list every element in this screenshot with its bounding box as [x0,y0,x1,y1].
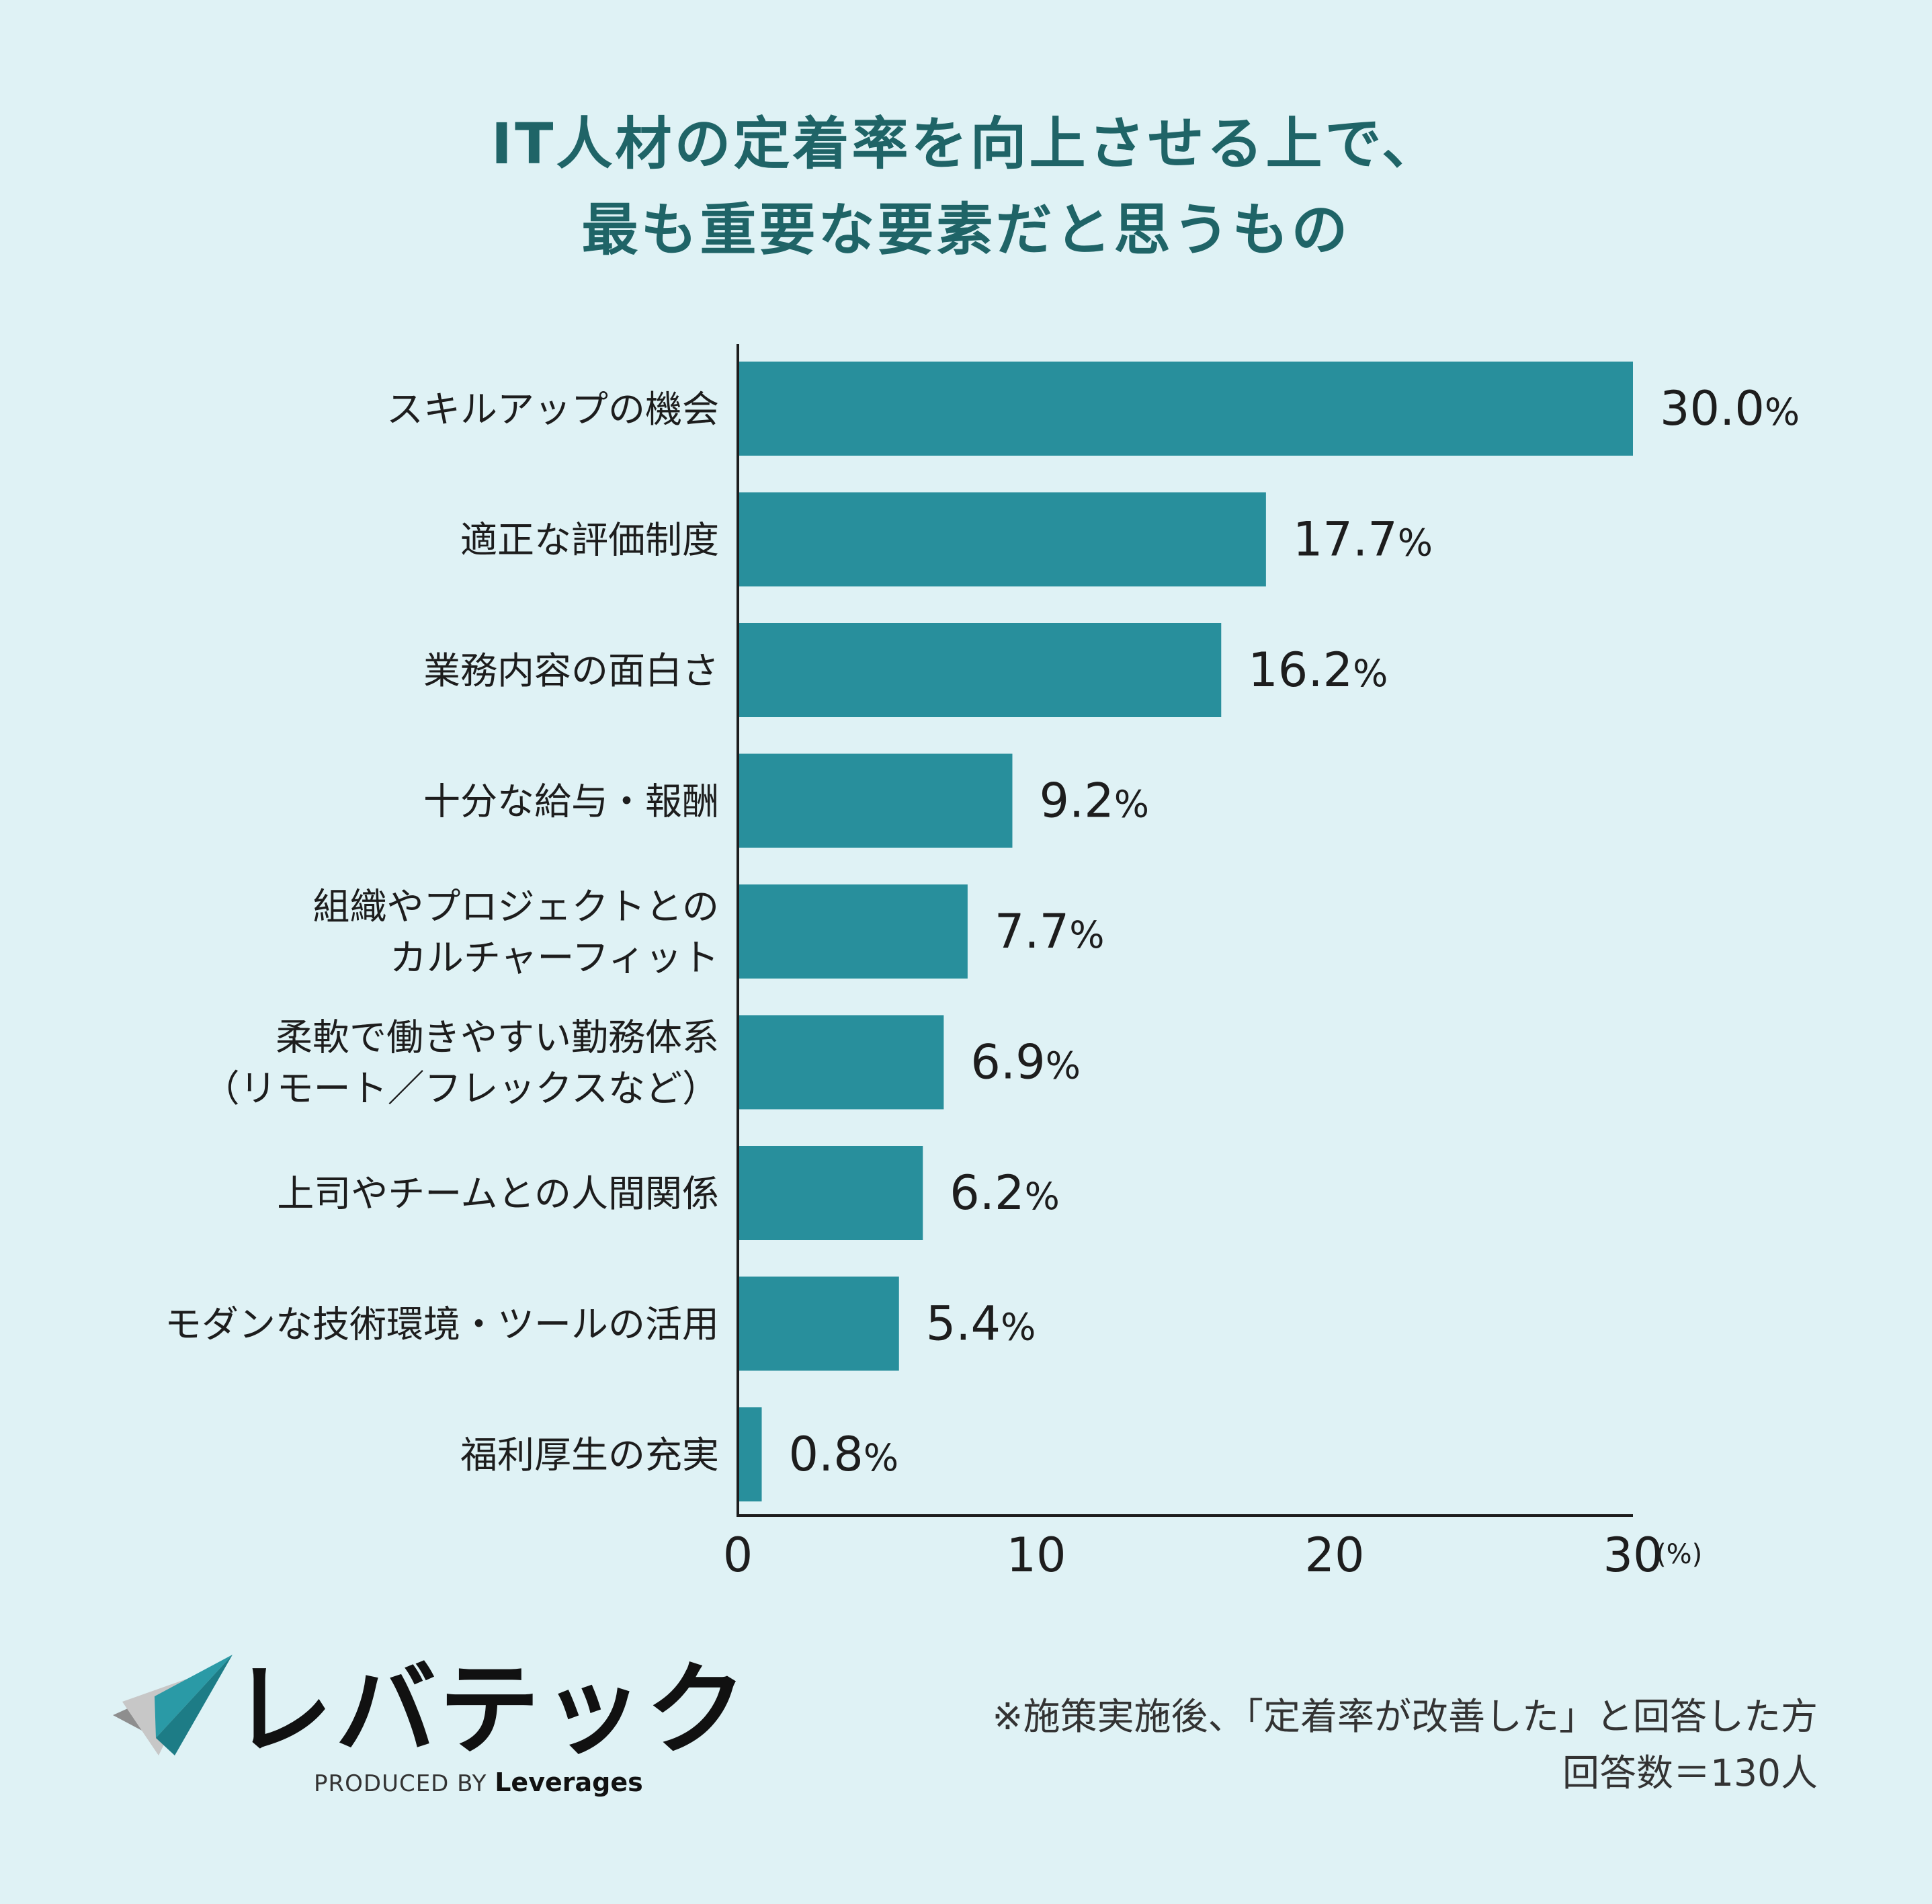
value-label-0: 30.0% [1660,381,1800,436]
x-tick-label-0: 0 [723,1528,753,1583]
x-tick-label-1: 10 [1006,1528,1066,1583]
bar-3 [738,753,1013,848]
category-label-3: 十分な給与・報酬 [423,780,719,823]
category-label-4-line1: 組織やプロジェクトとの [313,885,719,928]
respondent-count-note: 回答数＝130人 [1562,1751,1818,1794]
value-label-3: 9.2% [1039,774,1149,829]
category-label-5-line1: 柔軟で働きやすい勤務体系 [276,1016,719,1059]
logo-wordmark: レバテック [232,1652,750,1769]
bar-7 [738,1276,899,1371]
bar-4 [738,884,968,979]
category-label-4-line2: カルチャーフィット [390,936,719,979]
value-label-1: 17.7% [1293,512,1433,567]
bar-5 [738,1015,944,1110]
levtech-logo: レバテック PRODUCED BY Leverages [108,1653,747,1801]
value-label-4: 7.7% [995,904,1105,959]
category-label-5-line2: （リモート／フレックスなど） [203,1067,719,1110]
bar-6 [738,1146,923,1240]
bar-chart: 30.0% スキルアップの機会 17.7% 適正な評価制度 16.2% 業務内容の面白さ 9… [165,344,1800,1583]
value-label-5: 6.9% [970,1035,1081,1090]
bar-2 [738,623,1222,717]
value-label-2: 16.2% [1248,643,1388,698]
survey-condition-note: ※施策実施後、「定着率が改善した」と回答した方 [992,1695,1818,1738]
x-axis-unit-label: (%) [1656,1539,1702,1570]
survey-notes: ※施策実施後、「定着率が改善した」と回答した方 回答数＝130人 [992,1688,1818,1801]
chart-title-line1: IT人材の定着率を向上させる上で、 [491,111,1441,177]
value-label-6: 6.2% [950,1165,1060,1220]
value-label-8: 0.8% [789,1427,899,1482]
bar-0 [738,362,1633,456]
category-label-1: 適正な評価制度 [460,519,719,562]
x-tick-label-3: 30 [1603,1528,1663,1583]
category-label-0: スキルアップの機会 [386,388,719,431]
category-label-7: モダンな技術環境・ツールの活用 [165,1303,719,1346]
chart-title: IT人材の定着率を向上させる上で、 最も重要な要素だと思うもの [0,101,1932,273]
bar-1 [738,492,1266,587]
logo-mark-icon [113,1655,233,1755]
x-tick-label-2: 20 [1304,1528,1364,1583]
value-label-7: 5.4% [926,1296,1036,1352]
bar-8 [738,1407,762,1501]
category-label-2: 業務内容の面白さ [423,649,719,692]
category-label-6: 上司やチームとの人間関係 [277,1172,719,1215]
category-label-8: 福利厚生の充実 [460,1434,719,1477]
produced-by-label: PRODUCED BY [314,1770,487,1797]
chart-title-line2: 最も重要な要素だと思うもの [581,197,1351,263]
leverages-label: Leverages [495,1768,643,1797]
logo-produced-by: PRODUCED BY Leverages [314,1768,643,1797]
